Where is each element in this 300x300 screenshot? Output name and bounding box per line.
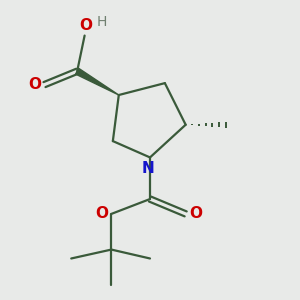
Text: O: O — [189, 206, 202, 221]
Text: O: O — [95, 206, 108, 221]
Text: O: O — [28, 77, 41, 92]
Polygon shape — [76, 68, 119, 95]
Text: O: O — [80, 18, 93, 33]
Text: H: H — [97, 15, 107, 29]
Text: N: N — [141, 161, 154, 176]
